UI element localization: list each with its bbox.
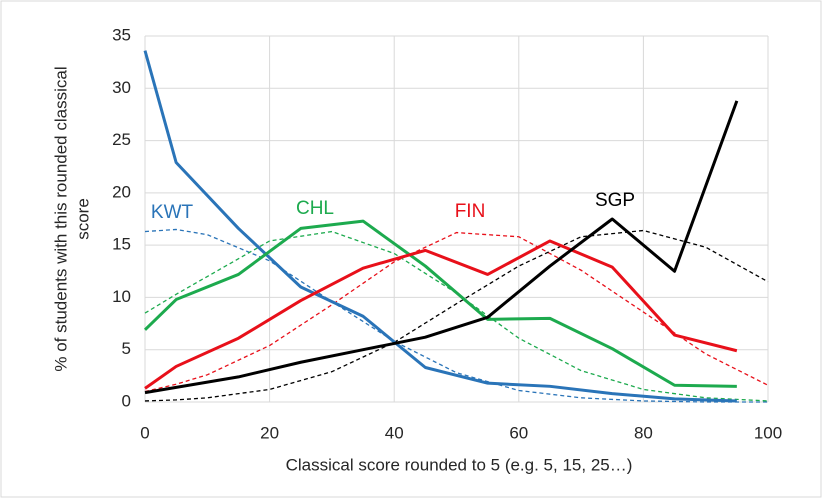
x-tick-label: 20 xyxy=(260,423,279,442)
series-label: FIN xyxy=(455,201,486,222)
series-line xyxy=(143,219,737,388)
series-label: SGP xyxy=(595,190,635,211)
y-tick-label: 5 xyxy=(122,339,131,358)
y-tick-label: 30 xyxy=(112,78,131,97)
series-line xyxy=(144,239,738,390)
fit-line xyxy=(144,231,769,393)
y-tick-label: 20 xyxy=(112,182,131,201)
x-tick-label: 40 xyxy=(385,423,404,442)
series-line xyxy=(143,50,737,403)
y-tick-label: 35 xyxy=(112,25,131,44)
y-axis-label: % of students with this rounded classica… xyxy=(51,66,70,371)
x-tick-label: 0 xyxy=(140,423,149,442)
x-tick-label: 100 xyxy=(754,423,782,442)
y-tick-label: 15 xyxy=(112,235,131,254)
y-tick-label: 0 xyxy=(122,391,131,410)
y-tick-label: 25 xyxy=(112,130,131,149)
y-axis-label: score xyxy=(73,198,92,240)
y-tick-label: 10 xyxy=(112,287,131,306)
series-label: KWT xyxy=(151,202,194,223)
x-tick-label: 80 xyxy=(634,423,653,442)
series-label: CHL xyxy=(296,198,334,219)
fit-line xyxy=(144,230,769,402)
fit-line xyxy=(144,229,769,402)
x-tick-label: 60 xyxy=(509,423,528,442)
fit-line xyxy=(144,228,768,403)
x-axis-label: Classical score rounded to 5 (e.g. 5, 15… xyxy=(286,455,633,474)
series-line xyxy=(144,100,739,395)
